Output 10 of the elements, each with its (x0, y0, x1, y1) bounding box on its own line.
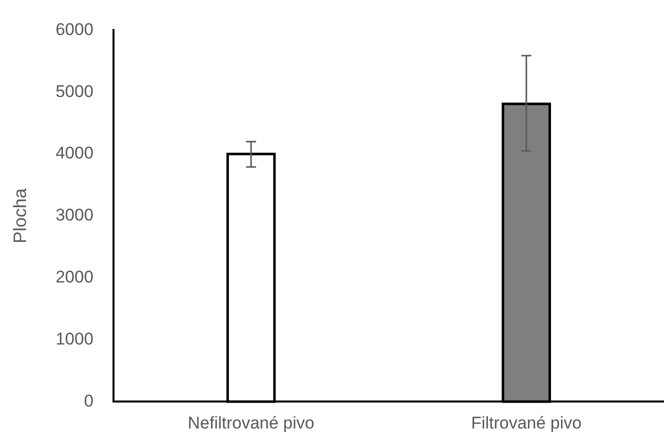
x-tick-label: Nefiltrované pivo (188, 413, 314, 432)
y-tick-label: 3000 (56, 206, 94, 225)
x-tick-label: Filtrované pivo (471, 413, 582, 432)
y-tick-label: 0 (84, 391, 94, 410)
y-tick-label: 2000 (56, 267, 94, 286)
y-tick-label: 4000 (56, 144, 94, 163)
y-tick-label: 6000 (56, 20, 94, 39)
y-axis-title: Plocha (10, 187, 30, 244)
y-tick-label: 5000 (56, 82, 94, 101)
y-tick-label: 1000 (56, 329, 94, 348)
